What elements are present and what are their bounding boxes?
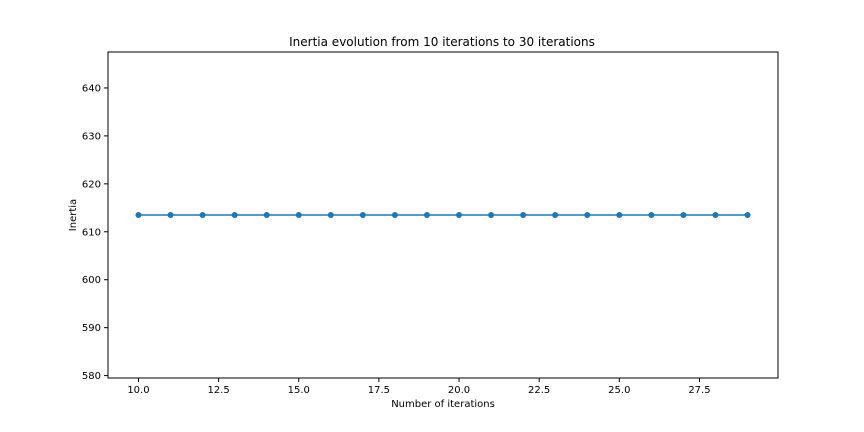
y-tick-label: 640	[82, 83, 101, 94]
data-point	[263, 212, 270, 218]
x-tick-label: 15.0	[288, 385, 310, 396]
x-axis: 10.0 12.5 15.0 17.5 20.0 22.5 25.0 27.5	[127, 378, 711, 396]
x-tick-label: 17.5	[368, 385, 390, 396]
series-layer	[135, 212, 751, 218]
y-axis: 580 590 600 610 620 630 640	[82, 83, 108, 382]
x-tick-label: 20.0	[448, 385, 470, 396]
data-point	[167, 212, 174, 218]
data-point	[423, 212, 430, 218]
data-point	[391, 212, 398, 218]
y-tick-label: 610	[82, 227, 101, 238]
x-tick-label: 12.5	[207, 385, 229, 396]
data-point	[135, 212, 142, 218]
x-tick-label: 25.0	[608, 385, 630, 396]
x-tick-label: 10.0	[127, 385, 149, 396]
data-point	[712, 212, 719, 218]
plot-frame	[107, 51, 779, 379]
y-axis-title: Inertia	[68, 199, 79, 231]
data-point	[488, 212, 495, 218]
data-point	[295, 212, 302, 218]
chart-title: Inertia evolution from 10 iterations to …	[289, 35, 595, 49]
data-point	[744, 212, 751, 218]
data-point	[359, 212, 366, 218]
data-point	[231, 212, 238, 218]
x-tick-label: 22.5	[528, 385, 550, 396]
y-tick-label: 600	[82, 275, 101, 286]
y-tick-label: 620	[82, 179, 101, 190]
data-point	[680, 212, 687, 218]
data-point	[456, 212, 463, 218]
data-point	[552, 212, 559, 218]
data-point	[648, 212, 655, 218]
data-point	[520, 212, 527, 218]
x-axis-title: Number of iterations	[391, 399, 495, 410]
y-tick-label: 590	[82, 323, 101, 334]
y-tick-label: 630	[82, 131, 101, 142]
data-point	[199, 212, 206, 218]
data-point	[327, 212, 334, 218]
y-tick-label: 580	[82, 371, 101, 382]
x-tick-label: 27.5	[688, 385, 710, 396]
data-point	[616, 212, 623, 218]
data-point	[584, 212, 591, 218]
